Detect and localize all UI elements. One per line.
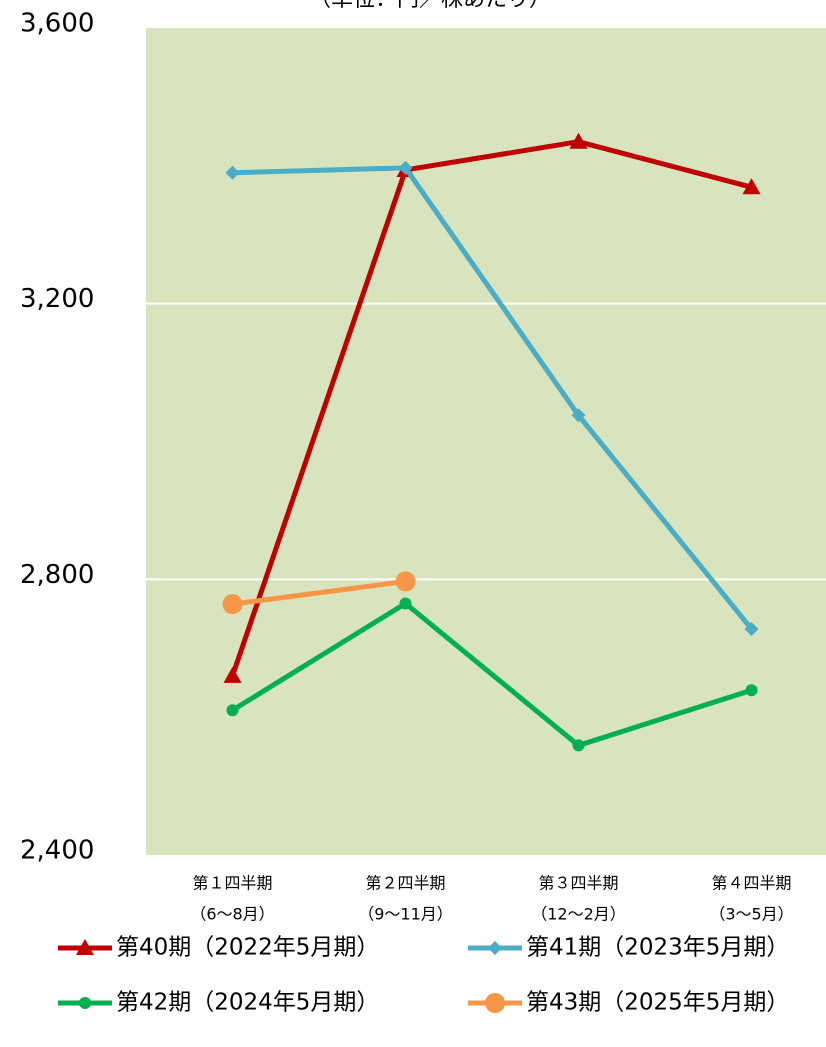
data-point [222,594,243,615]
data-point [399,597,412,610]
legend-label: 第40期（2022年5月期） [116,935,379,961]
y-tick-label: 2,400 [20,836,94,866]
legend-marker [79,997,91,1009]
data-point [571,408,586,423]
x-tick-sublabel: （12～2月） [531,905,626,924]
series-line [232,578,406,607]
data-point [226,704,239,717]
series-line [232,165,754,631]
y-tick-label: 2,800 [20,560,94,590]
series-line [231,600,753,749]
legend-label: 第41期（2023年5月期） [526,935,789,961]
legend-label: 第42期（2024年5月期） [116,990,379,1016]
chart-title: （単位：円／株あたり） [309,0,551,12]
data-point [569,132,588,149]
y-tick-label: 3,600 [20,9,94,39]
legend-marker [485,993,505,1013]
legend-marker [76,939,94,955]
x-tick-label: 第４四半期 [711,874,791,893]
legend-label: 第43期（2025年5月期） [526,990,789,1016]
x-tick-sublabel: （9～11月） [358,905,453,924]
data-point [225,165,240,180]
plot-area [146,28,826,855]
data-point [223,666,242,683]
x-tick-sublabel: （3～5月） [709,905,793,924]
data-point [398,160,413,175]
series-line [230,139,753,677]
data-point [742,178,761,195]
x-tick-sublabel: （6～8月） [190,905,274,924]
data-point [572,739,585,752]
x-tick-label: 第３四半期 [538,874,618,893]
x-tick-label: 第２四半期 [365,874,445,893]
data-point [744,621,759,636]
legend-marker [488,941,502,955]
x-tick-label: 第１四半期 [192,874,272,893]
data-point [395,571,416,592]
y-tick-label: 3,200 [20,284,94,314]
data-point [745,684,758,697]
